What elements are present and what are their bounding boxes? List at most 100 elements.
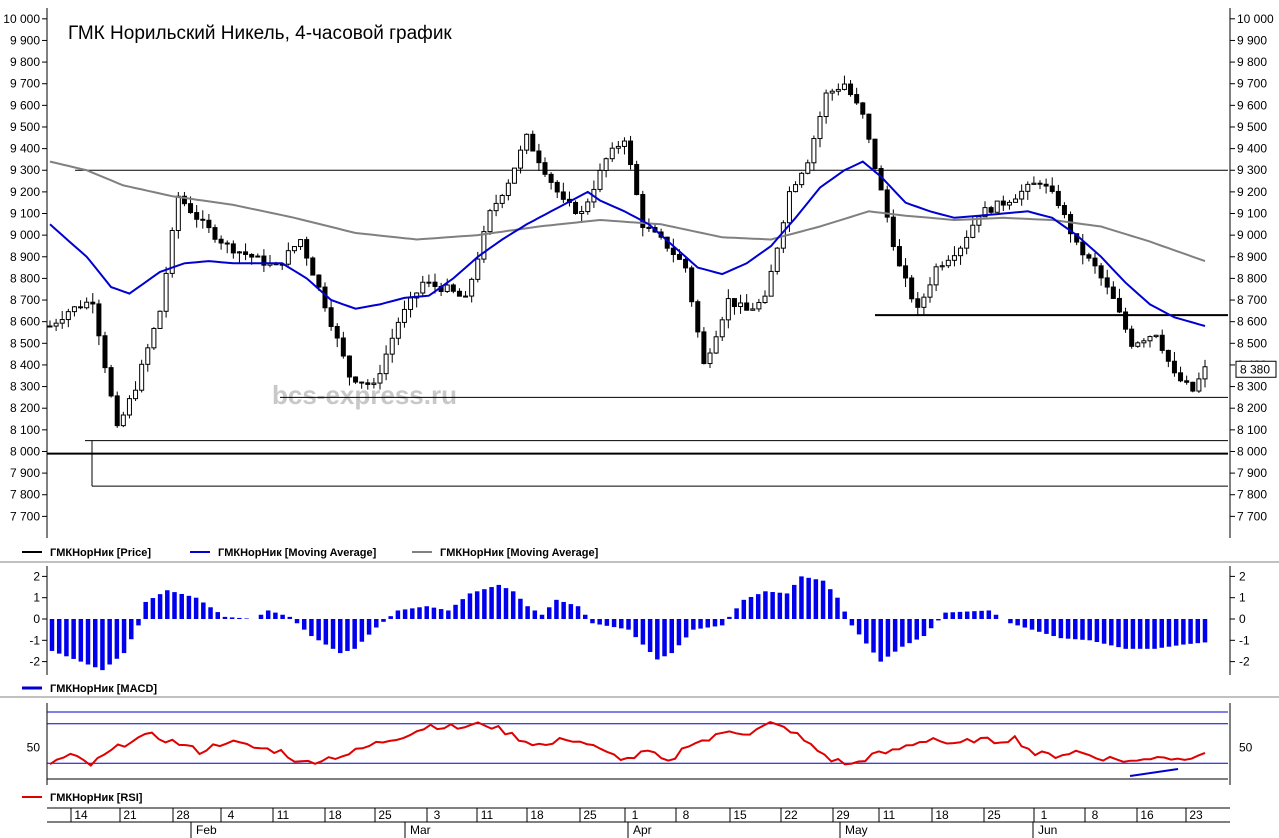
price-bar bbox=[1031, 182, 1037, 185]
price-bar bbox=[670, 247, 676, 255]
price-bar bbox=[426, 281, 432, 284]
price-bar bbox=[316, 274, 322, 288]
price-bar bbox=[353, 376, 359, 383]
price-bar bbox=[823, 92, 829, 118]
price-y-ticks-right: 10 000 9 900 9 800 9 700 9 600 9 500 9 400 9 30… bbox=[1230, 12, 1274, 523]
price-bar bbox=[579, 211, 585, 214]
price-bar bbox=[695, 301, 701, 333]
price-bar bbox=[835, 88, 841, 92]
price-bar bbox=[255, 255, 261, 258]
macd-histogram bbox=[49, 576, 1208, 671]
ma-fast-line bbox=[49, 160, 1206, 327]
price-bar bbox=[628, 140, 634, 166]
price-legend: ГМКНорНик [Price] ГМКНорНик [Moving Avera… bbox=[22, 547, 599, 559]
price-y-tick-label: 9 600 bbox=[10, 98, 40, 112]
price-bar bbox=[78, 306, 84, 309]
price-y-tick-label-right: 7 700 bbox=[1237, 509, 1267, 523]
price-y-tick-label-right: 9 800 bbox=[1237, 55, 1267, 69]
price-bar bbox=[499, 194, 505, 204]
price-y-tick-label-right: 9 900 bbox=[1237, 33, 1267, 47]
price-bar bbox=[1019, 190, 1025, 200]
x-day-label: 23 bbox=[1189, 808, 1203, 822]
price-bar bbox=[249, 253, 255, 258]
price-y-tick-label: 8 000 bbox=[10, 444, 40, 458]
x-day-label: 21 bbox=[123, 808, 137, 822]
price-bar bbox=[866, 113, 872, 140]
price-y-tick-label: 8 800 bbox=[10, 271, 40, 285]
price-bar bbox=[334, 325, 340, 339]
last-price-label: 8 380 bbox=[1240, 362, 1270, 376]
x-day-label: 8 bbox=[683, 808, 690, 822]
price-bar bbox=[1049, 185, 1055, 192]
macd-y-ticks: 2 2 1 1 0 0 -1 -1 -2 -2 bbox=[29, 569, 1250, 668]
rsi-y-ticks: 50 50 bbox=[27, 741, 1253, 755]
price-bar bbox=[621, 140, 627, 147]
price-bar bbox=[903, 265, 909, 279]
price-bar bbox=[1141, 340, 1147, 344]
x-month-label: Apr bbox=[633, 823, 652, 837]
x-axis: 14 21 28 4 11 18 25 3 11 18 25 1 8 15 22 29 11 18 25 1 8 16 23… bbox=[47, 807, 1230, 838]
price-y-tick-label: 9 200 bbox=[10, 185, 40, 199]
price-bar bbox=[304, 239, 310, 259]
x-day-label: 3 bbox=[434, 808, 441, 822]
price-bar bbox=[395, 321, 401, 339]
price-y-tick-label-right: 8 600 bbox=[1237, 315, 1267, 329]
price-bar bbox=[890, 216, 896, 248]
price-bar bbox=[738, 302, 744, 308]
price-bar bbox=[475, 258, 481, 280]
x-month-label: Mar bbox=[410, 823, 431, 837]
price-bar bbox=[768, 270, 774, 297]
price-bar bbox=[463, 295, 469, 298]
chart-title: ГМК Норильский Никель, 4-часовой график bbox=[68, 23, 452, 44]
price-bar bbox=[1092, 257, 1098, 267]
x-day-label: 8 bbox=[1092, 808, 1099, 822]
price-bar bbox=[939, 265, 945, 268]
x-month-label: Feb bbox=[196, 823, 217, 837]
price-bar bbox=[805, 162, 811, 174]
price-bar bbox=[432, 281, 438, 287]
price-bar bbox=[707, 352, 713, 365]
macd-y-tick-label-right: -2 bbox=[1239, 655, 1250, 669]
x-day-label: 18 bbox=[530, 808, 544, 822]
price-y-tick-label: 8 400 bbox=[10, 358, 40, 372]
price-bar bbox=[487, 210, 493, 233]
price-y-tick-label-right: 9 500 bbox=[1237, 120, 1267, 134]
price-bar bbox=[456, 290, 462, 297]
macd-y-tick-label: 1 bbox=[33, 591, 40, 605]
price-bar bbox=[414, 292, 420, 299]
price-bar bbox=[536, 150, 542, 164]
price-y-tick-label-right: 9 600 bbox=[1237, 98, 1267, 112]
price-y-tick-label: 8 900 bbox=[10, 250, 40, 264]
price-bar bbox=[1190, 381, 1196, 392]
x-day-label: 25 bbox=[987, 808, 1001, 822]
price-bar bbox=[988, 207, 994, 213]
price-bar bbox=[1025, 183, 1031, 192]
x-day-label: 28 bbox=[176, 808, 190, 822]
price-bar bbox=[1165, 349, 1171, 362]
price-bar bbox=[884, 189, 890, 218]
rsi-legend: ГМКНорНик [RSI] bbox=[22, 792, 143, 804]
price-bar bbox=[817, 116, 823, 140]
price-bar bbox=[126, 398, 132, 416]
price-bar bbox=[786, 191, 792, 224]
price-bar bbox=[1129, 328, 1135, 347]
price-bar bbox=[71, 306, 77, 313]
rsi-y-tick-label: 50 bbox=[27, 741, 41, 755]
price-bar bbox=[65, 311, 71, 321]
price-bar bbox=[206, 219, 212, 229]
x-day-label: 25 bbox=[583, 808, 597, 822]
x-day-label: 11 bbox=[883, 808, 896, 822]
price-bar bbox=[1068, 214, 1074, 235]
x-month-label: Jun bbox=[1038, 823, 1057, 837]
price-bar bbox=[530, 133, 536, 152]
price-bar bbox=[163, 272, 169, 312]
x-day-label: 18 bbox=[935, 808, 949, 822]
price-y-tick-label-right: 8 300 bbox=[1237, 380, 1267, 394]
price-y-tick-label-right: 9 000 bbox=[1237, 228, 1267, 242]
price-bar bbox=[408, 297, 414, 310]
price-bar bbox=[725, 298, 731, 321]
price-bar bbox=[169, 229, 175, 274]
price-bar bbox=[1171, 360, 1177, 374]
rsi-line bbox=[49, 721, 1206, 767]
rsi-levels bbox=[47, 711, 1228, 780]
